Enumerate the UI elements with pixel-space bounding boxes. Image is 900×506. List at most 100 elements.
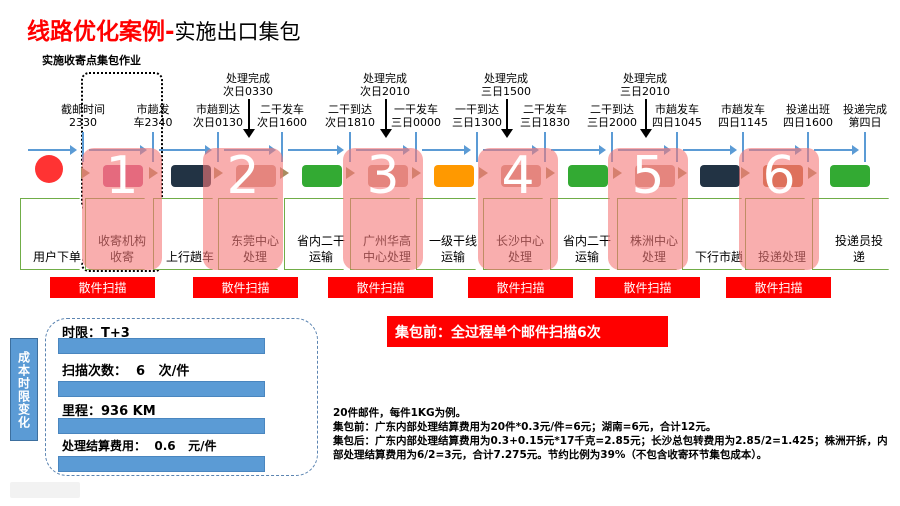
timeline-tick <box>611 132 613 162</box>
scan-point-overlay: 6 <box>739 148 819 270</box>
milestone-time: 四日1145 <box>718 116 768 129</box>
timeline-label: 市趟发车 四日1045 <box>646 103 708 129</box>
timeline-tick <box>349 132 351 162</box>
side-label: 成本时限变化 <box>10 338 38 441</box>
milestone-time: 次日1810 <box>325 116 375 129</box>
milestone-name: 一干到达 <box>455 103 499 116</box>
scan-point-number: 1 <box>105 146 139 206</box>
timeline-label: 市趟到达 次日0130 <box>187 103 249 129</box>
timeline-tick <box>217 132 219 162</box>
down-arrow-icon <box>243 99 255 138</box>
scan-label: 散件扫描 <box>193 277 298 298</box>
timeline-label: 二干发车 次日1600 <box>251 103 313 129</box>
processing-name: 处理完成 <box>226 72 270 85</box>
note-line: 20件邮件，每件1KG为例。 <box>333 407 467 419</box>
milestone-name: 投递完成 <box>843 103 887 116</box>
timeline-arrow <box>683 145 737 155</box>
processing-complete-label: 处理完成 次日2010 <box>354 72 416 98</box>
milestone-time: 三日0000 <box>391 116 441 129</box>
stage-1: 用户下单 <box>20 198 90 270</box>
down-arrow-icon <box>640 99 652 138</box>
milestone-name: 二干到达 <box>590 103 634 116</box>
milestone-name: 市趟发车 <box>655 103 699 116</box>
metric-bar <box>58 338 265 354</box>
timeline-tick <box>742 132 744 162</box>
scan-point-overlay: 5 <box>608 148 688 270</box>
timeline-tick <box>544 132 546 162</box>
cost-note: 20件邮件，每件1KG为例。 集包前：广东内部处理结算费用为20件*0.3元/件… <box>333 406 898 462</box>
milestone-name: 市趟到达 <box>196 103 240 116</box>
stage-label: 一级干线运输 <box>428 234 477 264</box>
scan-point-overlay: 2 <box>203 148 283 270</box>
stage-13: 投递员投递 <box>812 198 900 270</box>
milestone-name: 投递出班 <box>786 103 830 116</box>
down-arrow-icon <box>380 99 392 138</box>
scan-label: 散件扫描 <box>595 277 700 298</box>
timeline-tick <box>152 132 154 162</box>
stage-label: 上行趟车 <box>165 250 214 264</box>
green-truck-icon <box>302 165 342 187</box>
metric-bar <box>58 418 265 434</box>
milestone-time: 四日1600 <box>783 116 833 129</box>
stage-label: 省内二干运输 <box>562 234 611 264</box>
milestone-time: 三日1300 <box>452 116 502 129</box>
van-icon <box>171 165 211 187</box>
timeline-label: 二干发车 三日1830 <box>514 103 576 129</box>
milestone-name: 二干到达 <box>328 103 372 116</box>
timeline-tick <box>676 132 678 162</box>
timeline-label: 二干到达 次日1810 <box>319 103 381 129</box>
timeline-arrow <box>422 145 471 155</box>
scan-point-overlay: 3 <box>343 148 423 270</box>
stage-label: 省内二干运输 <box>296 234 345 264</box>
metric-scan-count: 扫描次数： 6 次/件 <box>62 364 190 379</box>
scan-point-number: 5 <box>631 146 665 206</box>
milestone-time: 四日1045 <box>652 116 702 129</box>
green-truck-icon <box>568 165 608 187</box>
note-line: 集包后：广东内部处理结算费用为0.3+0.15元*17千克=2.85元；长沙总包… <box>333 435 888 461</box>
processing-complete-label: 处理完成 三日1500 <box>475 72 537 98</box>
orange-truck-icon <box>434 165 474 187</box>
timeline-tick <box>807 132 809 162</box>
scan-point-overlay: 4 <box>478 148 558 270</box>
metrics-panel <box>45 318 318 476</box>
courier-scooter-icon <box>830 165 870 187</box>
scan-label: 散件扫描 <box>726 277 831 298</box>
page-title: 线路优化案例-实施出口集包 <box>27 12 301 46</box>
metric-time-limit: 时限：T+3 <box>62 326 130 341</box>
milestone-time: 三日2000 <box>587 116 637 129</box>
metric-bar <box>58 456 265 472</box>
title-black: 实施出口集包 <box>174 20 301 44</box>
scan-point-number: 2 <box>226 146 260 206</box>
processing-time: 三日2010 <box>620 85 670 98</box>
timeline-arrow <box>159 145 212 155</box>
scan-point-overlay: 1 <box>82 148 162 270</box>
van-icon <box>700 165 740 187</box>
timeline-tick <box>281 132 283 162</box>
milestone-time: 三日1830 <box>520 116 570 129</box>
processing-name: 处理完成 <box>363 72 407 85</box>
timeline-arrow <box>28 145 77 155</box>
stage-label: 下行市趟 <box>694 250 743 264</box>
timeline-label: 投递完成 第四日 <box>834 103 896 129</box>
subtitle: 实施收寄点集包作业 <box>42 54 141 67</box>
timeline-label: 市趟发 车2340 <box>122 103 184 129</box>
processing-time: 次日2010 <box>360 85 410 98</box>
scan-label: 散件扫描 <box>468 277 573 298</box>
timeline-arrow <box>551 145 606 155</box>
timeline-tick <box>864 132 866 162</box>
down-arrow-icon <box>501 99 513 138</box>
processing-time: 三日1500 <box>481 85 531 98</box>
processing-complete-label: 处理完成 三日2010 <box>614 72 676 98</box>
scan-point-number: 6 <box>762 146 796 206</box>
flow-triangle-icon <box>280 167 289 179</box>
milestone-time: 车2340 <box>133 116 173 129</box>
taobao-logo-icon <box>35 155 63 183</box>
milestone-name: 一干发车 <box>394 103 438 116</box>
milestone-time: 次日1600 <box>257 116 307 129</box>
timeline-label: 一干到达 三日1300 <box>446 103 508 129</box>
timeline-tick <box>82 132 84 162</box>
timeline-label: 一干发车 三日0000 <box>385 103 447 129</box>
scan-label: 散件扫描 <box>328 277 433 298</box>
timeline-label: 截邮时间 2330 <box>52 103 114 129</box>
metric-bar <box>58 381 265 397</box>
